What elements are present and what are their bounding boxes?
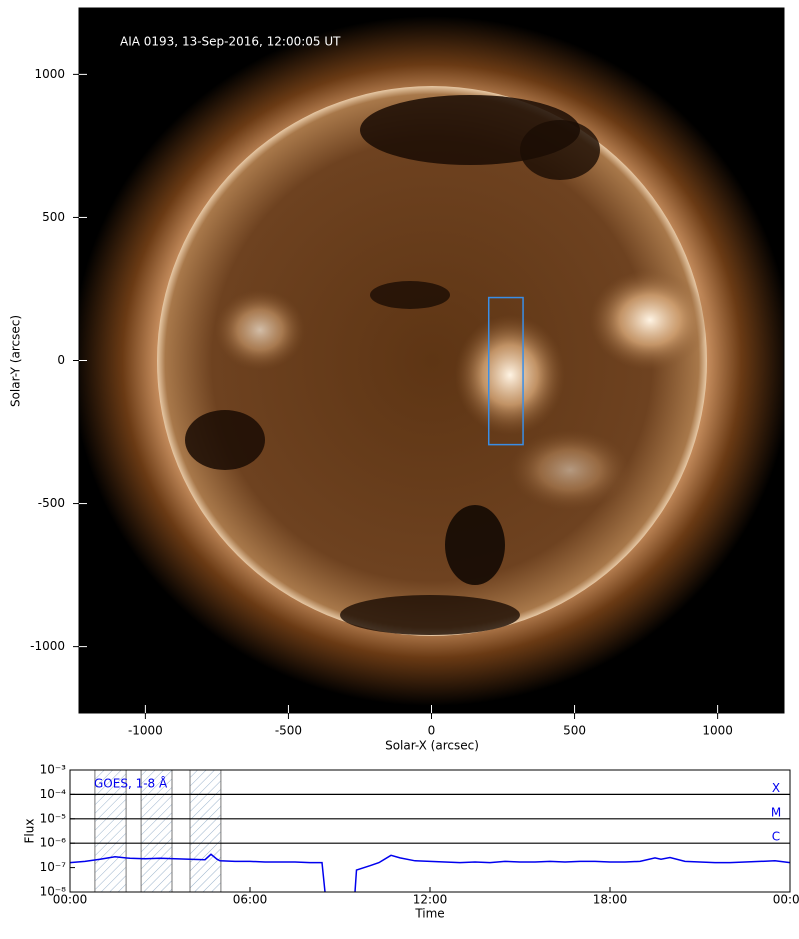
flare-level-label: M [771,805,781,819]
x-axis-label: Solar-X (arcsec) [385,739,479,753]
x-tick-label: -1000 [128,724,163,738]
flare-level-label: X [772,781,780,795]
y-tick-label: 500 [42,210,65,224]
x-tick-label: 18:00 [593,893,628,907]
legend-label: GOES, 1-8 Å [94,776,168,791]
shaded-interval [189,769,222,893]
y-tick-label: 10⁻⁶ [40,836,67,850]
y-tick-label: 10⁻⁴ [40,787,67,801]
x-tick-label: 0 [428,724,436,738]
y-tick-label: 1000 [34,67,65,81]
y-tick-label: 10⁻⁷ [40,860,67,874]
x-tick-label: 12:00 [413,893,448,907]
y-tick-label: 0 [57,353,65,367]
shaded-interval [94,769,127,893]
region-box [487,296,524,446]
y-tick-label: 10⁻³ [40,763,67,777]
solar-image [79,8,784,713]
x-tick-label: 06:00 [233,893,268,907]
x-tick-label: 00:00 [53,893,88,907]
x-tick-label: 00:00 [773,893,799,907]
plot-frame [69,769,791,893]
y-axis-label: Flux [23,819,37,844]
x-tick-label: 500 [563,724,586,738]
y-tick-label: 10⁻⁸ [40,885,67,899]
x-tick-label: -500 [275,724,302,738]
flare-level-label: C [772,830,780,844]
y-axis-label: Solar-Y (arcsec) [9,315,23,407]
y-tick-label: -1000 [30,639,65,653]
y-tick-label: 10⁻⁵ [40,811,67,825]
x-tick-label: 1000 [702,724,733,738]
y-tick-label: -500 [38,496,65,510]
x-axis-label: Time [414,907,444,921]
flux-line [69,853,791,893]
image-title: AIA 0193, 13-Sep-2016, 12:00:05 UT [120,35,341,49]
